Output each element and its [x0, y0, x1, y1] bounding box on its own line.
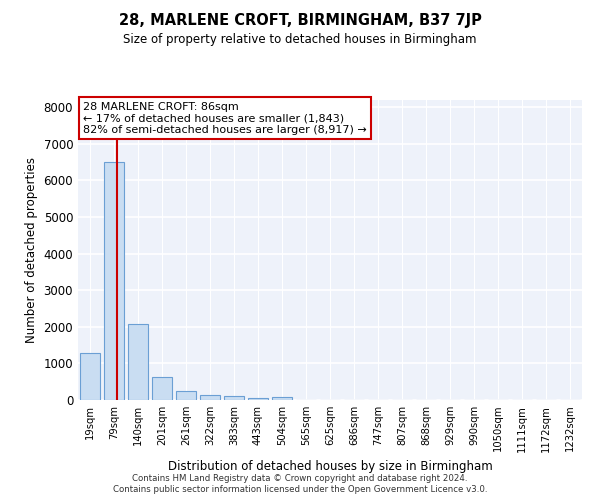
Bar: [128, 324, 148, 400]
Text: 28, MARLENE CROFT, BIRMINGHAM, B37 7JP: 28, MARLENE CROFT, BIRMINGHAM, B37 7JP: [119, 12, 481, 28]
Bar: [272, 398, 292, 400]
Text: Contains HM Land Registry data © Crown copyright and database right 2024.
Contai: Contains HM Land Registry data © Crown c…: [113, 474, 487, 494]
Bar: [152, 377, 172, 400]
Text: Size of property relative to detached houses in Birmingham: Size of property relative to detached ho…: [123, 32, 477, 46]
Y-axis label: Number of detached properties: Number of detached properties: [25, 157, 38, 343]
Bar: [248, 398, 268, 400]
Bar: [80, 353, 100, 400]
Bar: [104, 162, 124, 400]
Bar: [200, 395, 220, 400]
Bar: [176, 391, 196, 400]
X-axis label: Distribution of detached houses by size in Birmingham: Distribution of detached houses by size …: [167, 460, 493, 473]
Bar: [224, 396, 244, 400]
Text: 28 MARLENE CROFT: 86sqm
← 17% of detached houses are smaller (1,843)
82% of semi: 28 MARLENE CROFT: 86sqm ← 17% of detache…: [83, 102, 367, 134]
